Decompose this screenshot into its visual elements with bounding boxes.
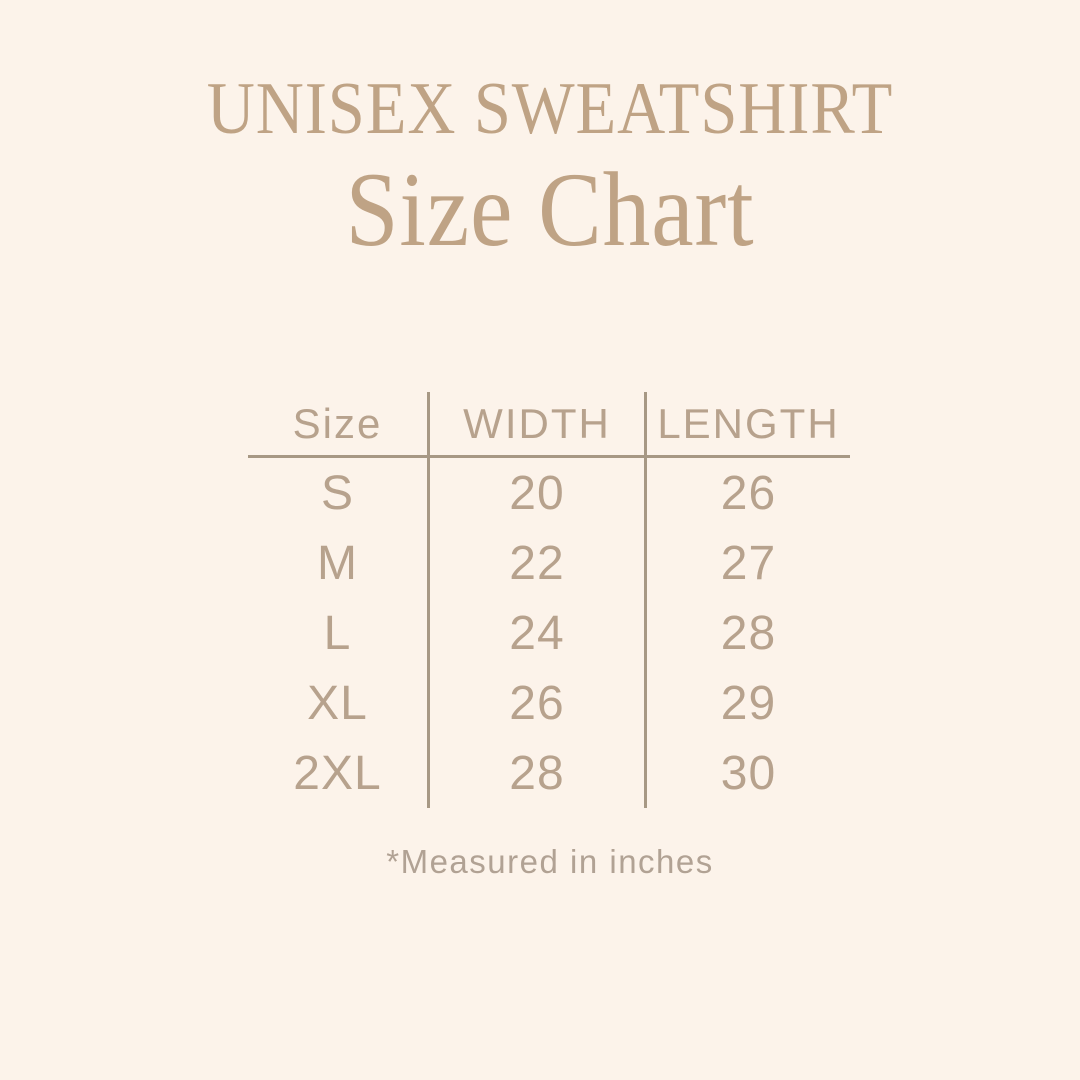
column-header-size: Size	[248, 392, 430, 455]
width-cell: 20	[430, 458, 647, 528]
length-cell: 29	[720, 676, 777, 730]
table-row: 2XL 28 30	[248, 738, 850, 808]
table-row: XL 26 29	[248, 668, 850, 738]
width-cell: 24	[430, 598, 647, 668]
table-row: L 24 28	[248, 598, 850, 668]
width-cell: 22	[430, 528, 647, 598]
table-body: S 20 26 M 22 27 L 24 28 XL 26 29 2XL 28 30	[248, 458, 850, 808]
table-row: S 20 26	[248, 458, 850, 528]
width-cell: 28	[430, 738, 647, 808]
table-row: M 22 27	[248, 528, 850, 598]
length-cell: 27	[720, 536, 777, 590]
size-cell: S	[248, 458, 430, 528]
size-cell: 2XL	[248, 738, 430, 808]
measurement-note: *Measured in inches	[386, 843, 714, 880]
product-title: UNISEX SWEATSHIRT	[206, 68, 894, 150]
size-cell: XL	[248, 668, 430, 738]
size-table: Size WIDTH LENGTH S 20 26 M 22 27 L 24 28 XL 26 29 2…	[248, 392, 850, 808]
size-cell: L	[248, 598, 430, 668]
width-cell: 26	[430, 668, 647, 738]
length-cell: 30	[720, 746, 777, 800]
length-cell: 26	[720, 466, 777, 520]
length-cell: 28	[720, 606, 777, 660]
column-header-width: WIDTH	[430, 392, 647, 455]
table-header-row: Size WIDTH LENGTH	[248, 392, 850, 458]
page-title: Size Chart	[345, 151, 755, 268]
column-header-length: LENGTH	[657, 399, 840, 447]
size-cell: M	[248, 528, 430, 598]
